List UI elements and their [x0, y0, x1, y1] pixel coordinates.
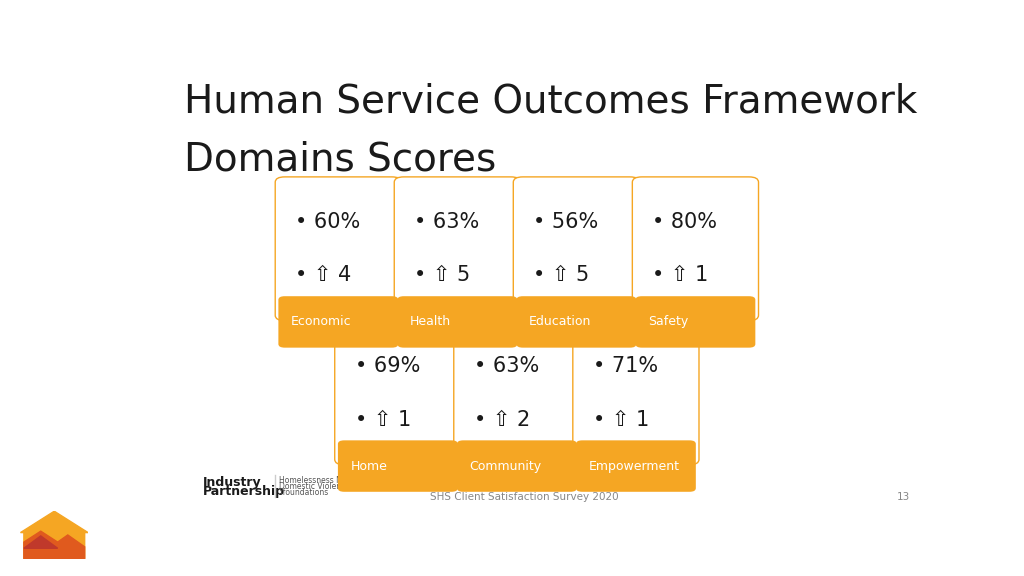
FancyBboxPatch shape — [575, 440, 696, 492]
Polygon shape — [20, 511, 88, 559]
FancyBboxPatch shape — [338, 440, 458, 492]
Text: • ⇧ 5: • ⇧ 5 — [534, 266, 590, 285]
Text: • 63%: • 63% — [474, 357, 539, 376]
Text: Domains Scores: Domains Scores — [183, 140, 496, 178]
Text: • ⇧ 1: • ⇧ 1 — [593, 410, 649, 430]
Text: Education: Education — [529, 316, 592, 328]
FancyBboxPatch shape — [513, 177, 639, 321]
Text: Yfoundations: Yfoundations — [279, 488, 329, 497]
FancyBboxPatch shape — [335, 321, 461, 465]
Text: Human Service Outcomes Framework: Human Service Outcomes Framework — [183, 82, 916, 120]
Text: Domestic Violence NSW: Domestic Violence NSW — [279, 482, 370, 491]
Polygon shape — [24, 536, 57, 548]
FancyBboxPatch shape — [275, 177, 401, 321]
FancyBboxPatch shape — [636, 296, 756, 348]
Polygon shape — [24, 531, 85, 559]
FancyBboxPatch shape — [394, 177, 520, 321]
Text: Health: Health — [411, 316, 452, 328]
Text: • ⇧ 1: • ⇧ 1 — [354, 410, 411, 430]
Text: • 63%: • 63% — [414, 212, 479, 232]
Text: SHS Client Satisfaction Survey 2020: SHS Client Satisfaction Survey 2020 — [430, 491, 620, 502]
FancyBboxPatch shape — [633, 177, 759, 321]
Text: • 60%: • 60% — [295, 212, 360, 232]
Text: • 56%: • 56% — [534, 212, 598, 232]
FancyBboxPatch shape — [572, 321, 699, 465]
FancyBboxPatch shape — [279, 296, 398, 348]
Text: • ⇧ 2: • ⇧ 2 — [474, 410, 529, 430]
Text: Community: Community — [470, 460, 542, 472]
FancyBboxPatch shape — [516, 296, 636, 348]
Text: • ⇧ 4: • ⇧ 4 — [295, 266, 351, 285]
FancyBboxPatch shape — [454, 321, 580, 465]
Text: 13: 13 — [896, 491, 909, 502]
Text: • ⇧ 5: • ⇧ 5 — [414, 266, 470, 285]
Text: Safety: Safety — [648, 316, 688, 328]
Text: • ⇧ 1: • ⇧ 1 — [652, 266, 709, 285]
Text: Home: Home — [350, 460, 387, 472]
Text: Economic: Economic — [291, 316, 351, 328]
FancyBboxPatch shape — [397, 296, 517, 348]
Text: • 80%: • 80% — [652, 212, 717, 232]
Text: Partnership: Partnership — [203, 485, 285, 498]
FancyBboxPatch shape — [457, 440, 577, 492]
Text: Empowerment: Empowerment — [589, 460, 680, 472]
Text: • 69%: • 69% — [354, 357, 420, 376]
Text: • 71%: • 71% — [593, 357, 657, 376]
Text: Industry: Industry — [203, 476, 261, 489]
Text: Homelessness NSW: Homelessness NSW — [279, 476, 354, 485]
